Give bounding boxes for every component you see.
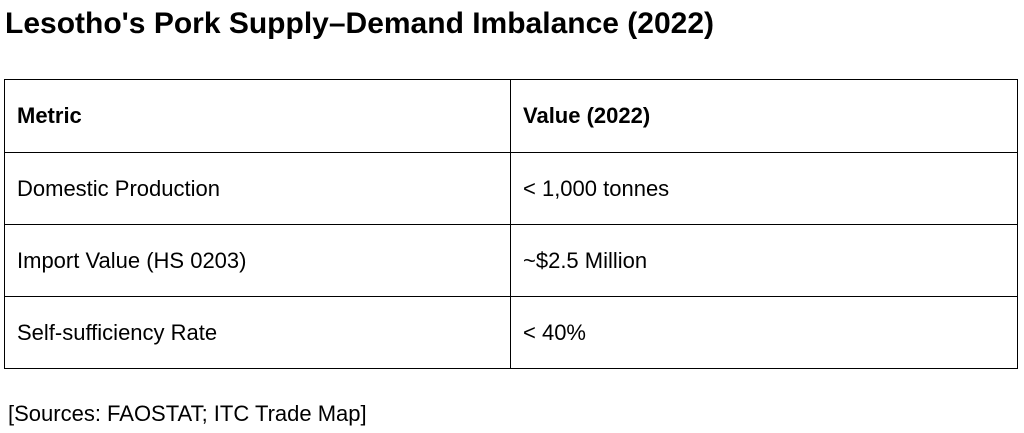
- table-cell-metric: Domestic Production: [4, 152, 511, 225]
- column-header-metric: Metric: [4, 79, 511, 153]
- table-header-row: Metric Value (2022): [4, 79, 1018, 153]
- data-table: Metric Value (2022) Domestic Production …: [4, 79, 1018, 369]
- table-cell-value: < 1,000 tonnes: [510, 152, 1018, 225]
- table-cell-value: ~$2.5 Million: [510, 224, 1018, 297]
- table-container: Metric Value (2022) Domestic Production …: [4, 79, 1018, 369]
- table-row: Self-sufficiency Rate < 40%: [4, 296, 1018, 369]
- table-cell-value: < 40%: [510, 296, 1018, 369]
- table-cell-metric: Self-sufficiency Rate: [4, 296, 511, 369]
- table-row: Domestic Production < 1,000 tonnes: [4, 152, 1018, 225]
- page-title: Lesotho's Pork Supply–Demand Imbalance (…: [5, 7, 715, 40]
- column-header-value: Value (2022): [510, 79, 1018, 153]
- sources-note: [Sources: FAOSTAT; ITC Trade Map]: [8, 401, 367, 426]
- table-cell-metric: Import Value (HS 0203): [4, 224, 511, 297]
- table-row: Import Value (HS 0203) ~$2.5 Million: [4, 224, 1018, 297]
